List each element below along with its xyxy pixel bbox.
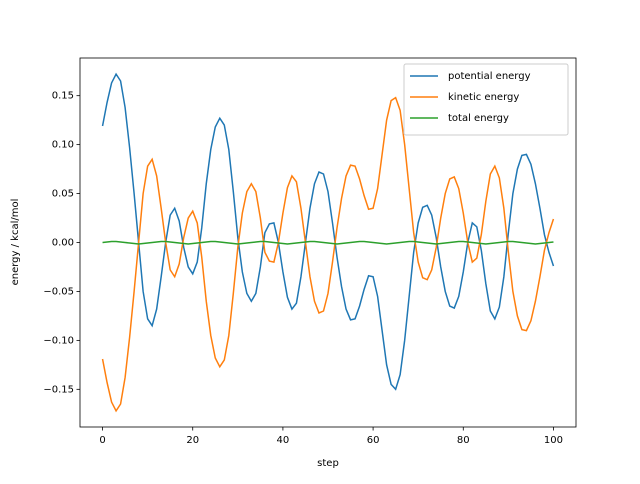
x-tick-label: 40 [277,435,290,446]
y-tick-label: 0.15 [52,91,74,102]
series-line [101,96,555,413]
legend-box [403,63,569,136]
y-tick-label: 0.10 [52,140,74,151]
legend-label: potential energy [448,71,531,82]
legend-label: kinetic energy [448,92,519,103]
x-tick-label: 100 [544,435,563,446]
x-tick-label: 60 [367,435,380,446]
y-tick-label: −0.15 [43,384,74,395]
x-tick-label: 20 [186,435,199,446]
y-tick-label: 0.00 [52,238,74,249]
x-tick-label: 80 [457,435,470,446]
y-tick-label: −0.05 [43,286,74,297]
x-axis-label: step [317,458,339,469]
series-line [101,72,555,391]
y-tick-label: 0.05 [52,189,74,200]
series-line [102,240,554,245]
y-axis-label: energy / kcal/mol [10,199,21,286]
y-tick-label: −0.10 [43,335,74,346]
legend-label: total energy [448,113,509,124]
x-tick-label: 0 [99,435,105,446]
